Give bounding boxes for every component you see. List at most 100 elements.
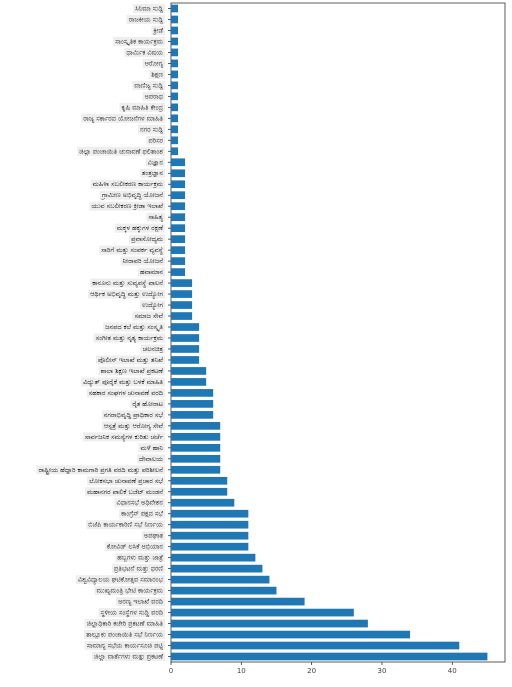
bar xyxy=(171,202,186,211)
y-tick-label: ದೇವಾಲಯ xyxy=(139,455,163,463)
label-background xyxy=(119,509,165,519)
y-tick-label: ನಗರಾಭಿವೃದ್ಧಿ ಪ್ರಾಧಿಕಾರ ಸಭೆ xyxy=(104,411,164,420)
label-background xyxy=(81,377,165,387)
label-background xyxy=(142,91,165,101)
bar xyxy=(171,652,488,661)
label-background xyxy=(75,575,165,585)
bar xyxy=(171,4,179,13)
label-background xyxy=(87,476,165,486)
label-background xyxy=(86,388,165,398)
y-tick-label: ತಂತ್ರಜ್ಞಾನ xyxy=(142,169,164,177)
label-background xyxy=(88,289,165,299)
x-tick-label: 40 xyxy=(448,667,457,675)
label-background xyxy=(115,553,165,563)
y-tick-label: ನೀರಾವರಿ ಯೋಜನೆ xyxy=(123,257,164,265)
bar xyxy=(171,520,249,529)
y-tick-label: ರಾಜಕೀಯ ಸುದ್ದಿ xyxy=(129,15,164,23)
bar xyxy=(171,235,186,243)
y-tick-label: ಪ್ರತಿಭಟನೆ ಮತ್ತು ಧರಣಿ xyxy=(113,565,163,573)
x-tick-label: 0 xyxy=(169,667,173,675)
y-tick-label: ಧಾರ್ಮಿಕ ವಿಷಯ xyxy=(126,48,163,56)
label-background xyxy=(89,201,165,211)
bar xyxy=(171,597,305,606)
label-background xyxy=(84,487,165,497)
y-tick-label: ಸಂಗೀತ ಮತ್ತು ನೃತ್ಯ ಕಾರ್ಯಕ್ರಮ xyxy=(96,334,163,343)
bar xyxy=(171,641,460,650)
bar xyxy=(171,191,186,200)
y-tick-label: ಸಾಂಸ್ಕೃತಿಕ ಕಾರ್ಯಕ್ರಮ xyxy=(115,37,163,45)
bar xyxy=(171,180,186,189)
label-background xyxy=(145,157,165,167)
bar xyxy=(171,400,214,408)
y-tick-label: ಲೋಕಸಭಾ ಚುನಾವಣೆ ಪ್ರಚಾರ ಸಭೆ xyxy=(89,477,164,485)
y-tick-label: ಪ್ರವಾಸೋದ್ಯಮ xyxy=(130,235,163,244)
y-tick-label: ಮಹಿಳಾ ಸಬಲೀಕರಣ ಕಾರ್ಯಕ್ರಮ xyxy=(93,180,163,188)
label-background xyxy=(114,498,165,508)
bar xyxy=(171,290,193,298)
label-background xyxy=(149,69,165,79)
bar xyxy=(171,630,411,639)
y-tick-label: ಸಾರ್ವಜನಿಕ ಸಮಸ್ಯೆಗಳ ಕುರಿತು ಚರ್ಚೆ xyxy=(85,433,164,442)
bar xyxy=(171,542,249,551)
bar xyxy=(171,48,179,57)
bar xyxy=(171,432,221,441)
bar xyxy=(171,465,221,474)
bar xyxy=(171,136,179,145)
y-tick-label: ಜಿಲ್ಲಾಧಿಕಾರಿ ಕಚೇರಿ ಪ್ರಕಟಣೆ ಮಾಹಿತಿ xyxy=(87,620,164,628)
label-background xyxy=(90,278,165,288)
bar xyxy=(171,345,200,353)
bar xyxy=(171,147,179,156)
bar xyxy=(171,564,263,573)
bar xyxy=(171,356,200,364)
bar xyxy=(171,367,207,375)
y-tick-label: ಮಕ್ಕಳ ಹಕ್ಕುಗಳ ರಕ್ಷಣೆ xyxy=(117,224,164,232)
y-tick-label: ಕೋವಿಡ್ ಲಸಿಕೆ ಅಭಿಯಾನ xyxy=(107,543,164,551)
y-tick-label: ಕ್ರೀಡೆ xyxy=(152,26,164,34)
y-tick-label: ಹವಾಮಾನ xyxy=(140,268,163,276)
label-background xyxy=(113,36,165,46)
label-background xyxy=(132,80,165,90)
label-background xyxy=(138,443,165,453)
bar xyxy=(171,454,221,463)
bar xyxy=(171,103,179,112)
bar xyxy=(171,422,221,430)
bar xyxy=(171,81,179,90)
y-tick-label: ಜಿಲ್ಲಾ ವಾರ್ತೆಗಳು ಮತ್ತು ಪ್ರಕಟಣೆ xyxy=(94,653,164,661)
bar xyxy=(171,553,256,562)
y-tick-label: ಅರಣ್ಯ ಇಲಾಖೆ ವರದಿ xyxy=(118,598,163,607)
y-tick-label: ರೈತ ಹೋರಾಟ xyxy=(132,400,163,408)
x-tick-label: 30 xyxy=(377,667,386,675)
bar xyxy=(171,334,200,342)
y-tick-label: ಆರ್ಥಿಕ ಅಭಿವೃದ್ಧಿ ಮತ್ತು ಉದ್ಯೋಗ xyxy=(90,290,163,299)
bar xyxy=(171,246,186,254)
y-tick-label: ಬಿಜೆಪಿ ಕಾರ್ಯಕಾರಿಣಿ ಸಭೆ ನಿರ್ಣಯ xyxy=(88,521,163,529)
y-tick-label: ಮಳೆ ಹಾನಿ xyxy=(141,444,164,452)
y-tick-label: ಮುಖ್ಯಮಂತ್ರಿ ಭೇಟಿ ಕಾರ್ಯಕ್ರಮ xyxy=(96,587,163,596)
y-tick-label: ನಗರ ಸುದ್ದಿ xyxy=(140,125,163,133)
bar xyxy=(171,125,179,134)
bar xyxy=(171,257,186,265)
y-tick-label: ರಾಷ್ಟ್ರೀಯ ಹೆದ್ದಾರಿ ಕಾಮಗಾರಿ ಪ್ರಗತಿ ವರದಿ ಮ… xyxy=(38,466,163,475)
label-background xyxy=(86,520,165,530)
bar xyxy=(171,158,186,167)
bar xyxy=(171,37,179,46)
label-background xyxy=(138,124,165,134)
bar xyxy=(171,487,228,496)
x-tick-label: 20 xyxy=(307,667,316,675)
bar xyxy=(171,224,186,233)
y-tick-label: ವಿದ್ಯುತ್ ಪೂರೈಕೆ ಮತ್ತು ಬಳಕೆ ಮಾಹಿತಿ xyxy=(83,378,163,387)
y-tick-label: ವಾಣಿಜ್ಯ ಸುದ್ದಿ xyxy=(134,81,163,90)
bar xyxy=(171,312,193,320)
y-tick-label: ಸಾರಿಗೆ ಮತ್ತು ಸಂಪರ್ಕ ವ್ಯವಸ್ಥೆ xyxy=(101,246,163,255)
y-tick-label: ಮಹಾನಗರ ಪಾಲಿಕೆ ಬಜೆಟ್ ಮಂಡನೆ xyxy=(87,488,164,496)
y-tick-label: ಶಾಲಾ ಶಿಕ್ಷಣ ಇಲಾಖೆ ಪ್ರಕಟಣೆ xyxy=(101,367,164,375)
label-background xyxy=(90,179,165,189)
bar xyxy=(171,323,200,331)
y-tick-label: ಗ್ರಾಮೀಣ ಅಭಿವೃದ್ಧಿ ಯೋಜನೆ xyxy=(100,191,164,200)
y-tick-label: ಸ್ಥಳೀಯ ಸಂಸ್ಥೆಗಳ ಸುದ್ದಿ ವರದಿ xyxy=(100,609,163,618)
bar xyxy=(171,498,235,507)
label-background xyxy=(140,300,165,310)
label-background xyxy=(84,641,165,651)
bar xyxy=(171,70,179,79)
